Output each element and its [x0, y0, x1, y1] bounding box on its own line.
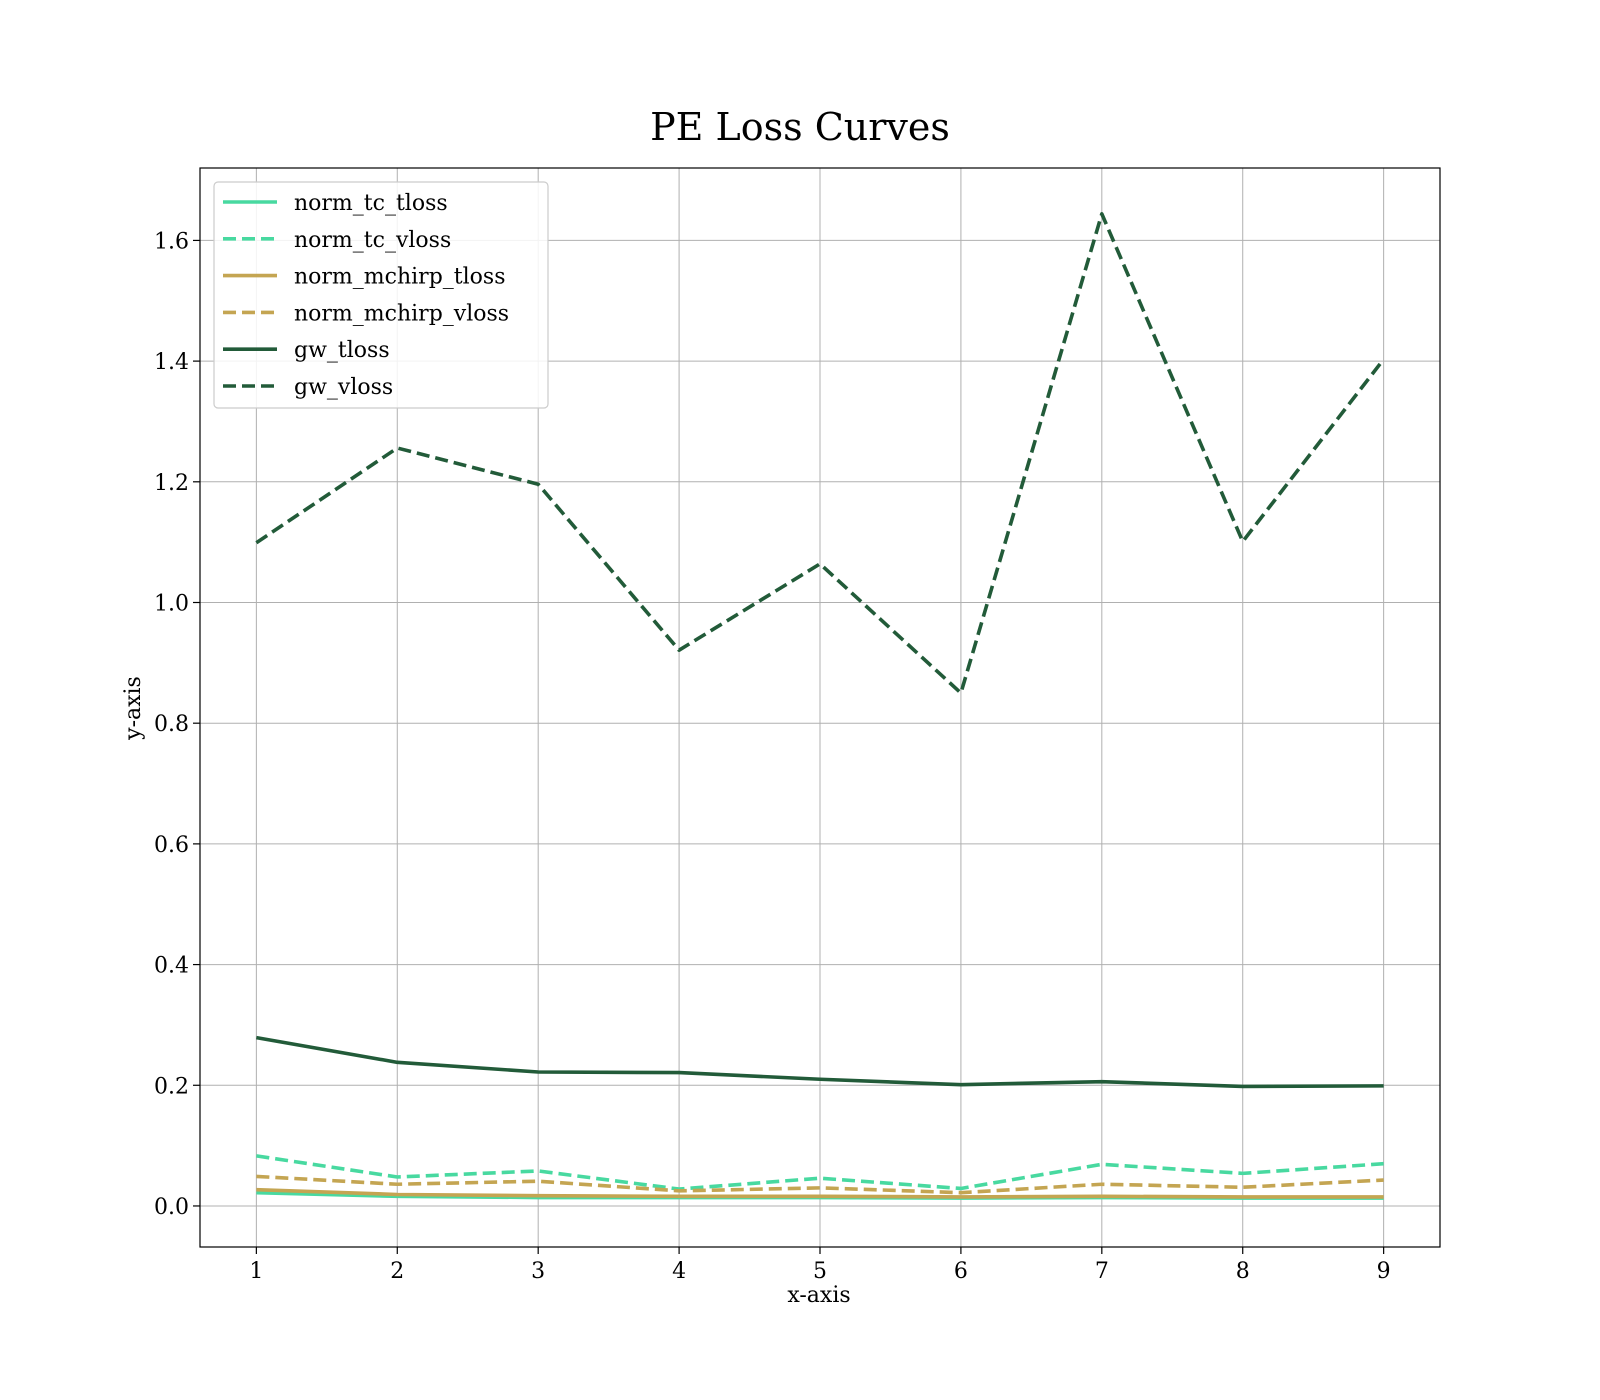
y-tick-label: 0.8 — [154, 712, 189, 737]
x-tick-label: 6 — [954, 1259, 968, 1284]
x-tick-label: 4 — [672, 1259, 686, 1284]
x-tick-label: 8 — [1236, 1259, 1250, 1284]
series-line-gw_vloss — [255, 212, 1386, 695]
grid-lines — [200, 168, 1440, 1247]
y-tick-label: 1.2 — [154, 471, 189, 496]
series-lines — [255, 212, 1386, 1200]
x-tick-label: 3 — [531, 1259, 545, 1284]
legend-label: gw_vloss — [294, 375, 393, 400]
x-tick-label: 7 — [1095, 1259, 1109, 1284]
series-line-norm_mchirp_tloss — [256, 1187, 1384, 1199]
y-tick-label: 0.2 — [154, 1074, 189, 1099]
legend-label: norm_mchirp_tloss — [294, 265, 505, 290]
legend-label: norm_tc_tloss — [294, 191, 448, 216]
series-line-gw_tloss — [256, 1035, 1384, 1089]
x-axis-label: x-axis — [787, 1283, 850, 1308]
legend-box — [213, 181, 549, 409]
series-line-norm_mchirp_vloss — [256, 1174, 1384, 1195]
legend: norm_tc_tloss norm_tc_vloss norm_mchirp_tl… — [213, 181, 549, 409]
y-tick-label: 1.4 — [154, 350, 189, 375]
legend-label: norm_mchirp_vloss — [294, 301, 509, 326]
x-tick-label: 2 — [390, 1259, 404, 1284]
y-tick-label: 0.6 — [154, 833, 189, 858]
chart-title: PE Loss Curves — [650, 105, 950, 149]
y-tick-label: 0.0 — [154, 1195, 189, 1220]
y-axis-label: y-axis — [121, 676, 146, 741]
legend-label: gw_tloss — [294, 338, 390, 363]
y-tick-label: 1.6 — [154, 229, 189, 254]
x-tick-label: 9 — [1377, 1259, 1391, 1284]
y-tick-label: 1.0 — [154, 591, 189, 616]
x-tick-label: 1 — [249, 1259, 263, 1284]
y-tick-label: 0.4 — [154, 954, 189, 979]
legend-label: norm_tc_vloss — [294, 228, 451, 253]
x-tick-label: 5 — [813, 1259, 827, 1284]
x-axis-ticks: 1 2 3 4 5 6 7 8 9 — [249, 1247, 1391, 1284]
y-axis-ticks: 0.0 0.2 0.4 0.6 0.8 1.0 1.2 1.4 1.6 — [154, 229, 200, 1220]
